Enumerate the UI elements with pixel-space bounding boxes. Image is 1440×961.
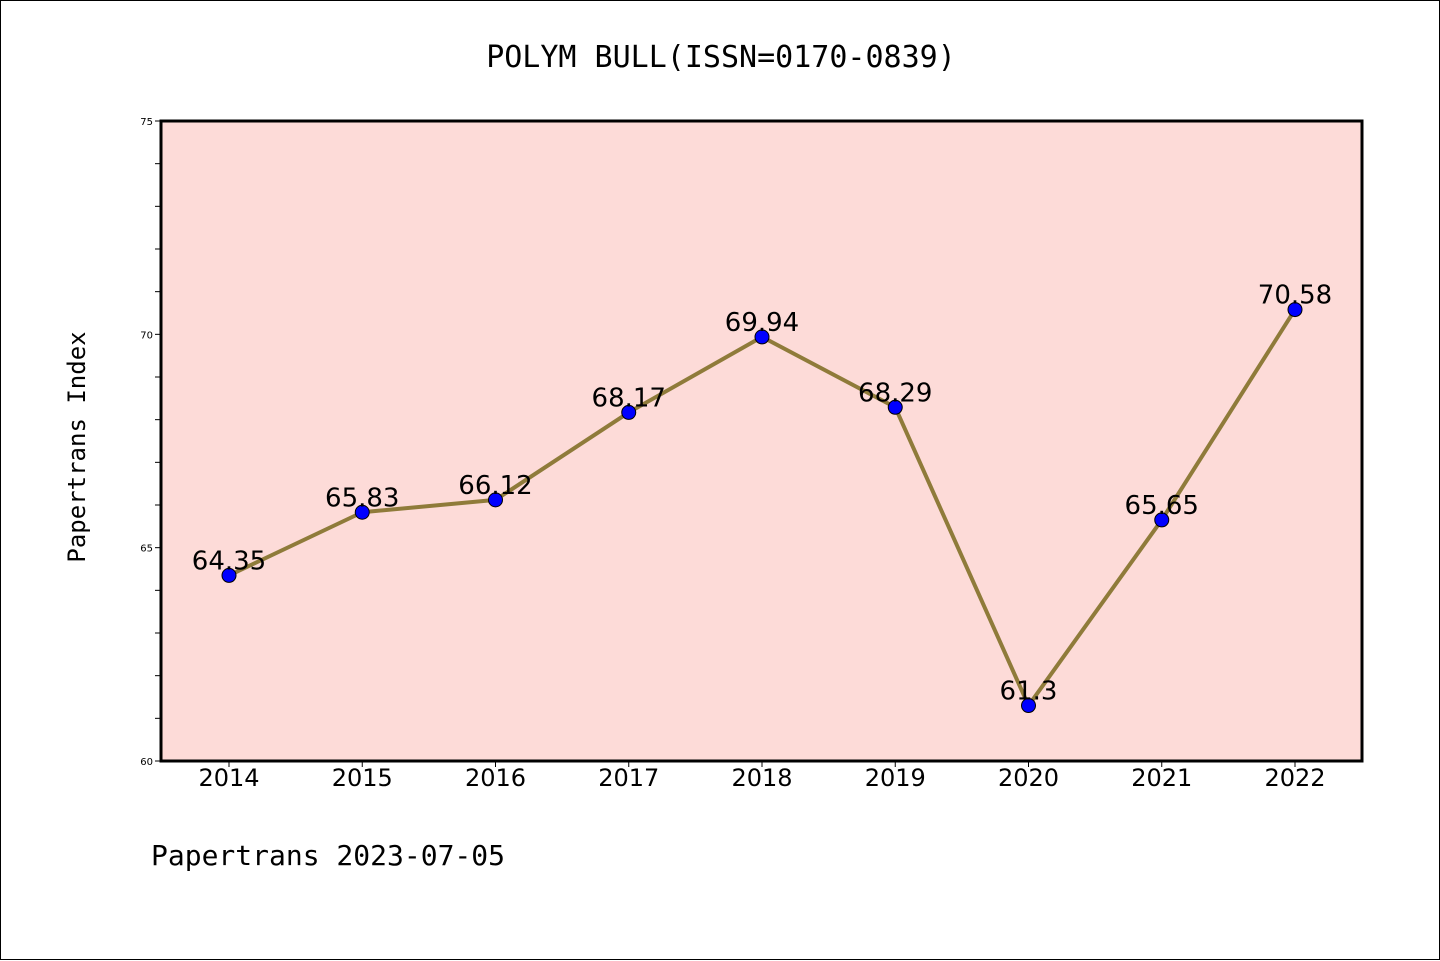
- data-markers: [221, 302, 1303, 714]
- x-tick-label: 2022: [1264, 764, 1325, 792]
- y-tick-label: 75: [140, 117, 153, 128]
- data-point: [1287, 302, 1303, 318]
- x-tick-label: 2019: [865, 764, 926, 792]
- x-tick-label: 2020: [998, 764, 1059, 792]
- data-label: 64.35: [192, 546, 266, 576]
- data-label: 70.58: [1258, 281, 1332, 311]
- data-label: 69.94: [725, 308, 799, 338]
- data-label: 66.12: [458, 471, 532, 501]
- y-axis-label: Papertrans Index: [63, 331, 91, 562]
- data-label: 65.65: [1125, 491, 1199, 521]
- data-point: [754, 329, 770, 345]
- data-point: [221, 567, 237, 583]
- footer-text: Papertrans 2023-07-05: [151, 839, 505, 872]
- x-tick-label: 2021: [1131, 764, 1192, 792]
- x-axis-ticks: 2014 2015 2016 2017 2018 2019 2020 2021 2022: [198, 761, 1326, 792]
- y-axis-ticks: 60 65 70 75: [140, 117, 161, 768]
- x-tick-label: 2015: [332, 764, 393, 792]
- data-label: 61.3: [1000, 677, 1058, 707]
- data-labels: 64.35 65.83 66.12 68.17 69.94 68.29 61.3 65.65 7…: [192, 281, 1332, 707]
- data-label: 68.29: [858, 378, 932, 408]
- data-point: [1154, 512, 1170, 528]
- x-tick-label: 2014: [198, 764, 259, 792]
- data-point: [1021, 698, 1036, 714]
- x-tick-label: 2016: [465, 764, 526, 792]
- data-label: 65.83: [325, 483, 399, 513]
- plot-area: [159, 119, 1364, 763]
- data-point: [488, 492, 503, 508]
- x-tick-label: 2018: [731, 764, 792, 792]
- data-point: [621, 404, 637, 420]
- y-tick-label: 60: [140, 757, 153, 768]
- y-tick-label: 65: [140, 544, 153, 555]
- data-point: [887, 399, 903, 415]
- data-point: [354, 504, 370, 520]
- chart-title: POLYM BULL(ISSN=0170-0839): [486, 40, 956, 75]
- x-tick-label: 2017: [598, 764, 659, 792]
- y-tick-label: 70: [140, 330, 153, 341]
- data-label: 68.17: [592, 383, 666, 413]
